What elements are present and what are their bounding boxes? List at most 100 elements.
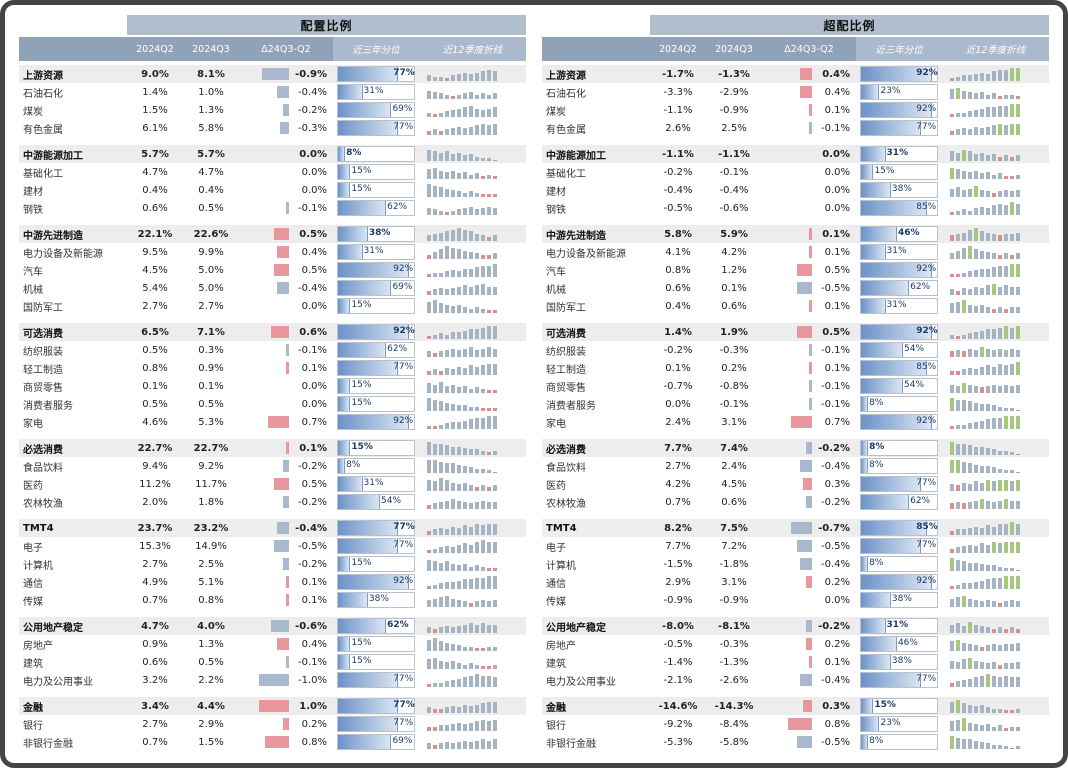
value-quarter-1: 2.4% [665,416,691,428]
spark-bar [469,126,473,135]
spark-bar [1010,254,1014,259]
table-row-group: 可选消费 6.5% 7.1% 0.6% 92% [19,323,526,341]
spark-bar [1004,601,1008,607]
spark-bar [956,250,960,259]
spark-bar [1010,726,1014,731]
percentile-cell: 62% [860,280,938,296]
spark-bar [457,94,461,99]
percentile-value: 85% [916,202,937,212]
delta-bar-zone [239,228,289,240]
panel-title-row: 配置比例 [19,15,526,35]
spark-bar [998,468,1002,473]
spark-bar [463,482,467,491]
industry-name: 汽车 [546,266,566,278]
spark-bar [463,664,467,669]
spark-bar [487,486,491,491]
spark-bar [433,682,437,687]
spark-bar [992,329,996,339]
percentile-bar [338,121,398,135]
spark-bar [445,445,449,455]
spark-bar [968,463,972,473]
industry-name: 钢铁 [546,204,566,216]
spark-bar [451,306,455,313]
spark-bar [475,329,479,339]
spark-bar [1004,125,1008,135]
spark-bar [475,468,479,473]
value-quarter-1: -0.2% [663,344,693,356]
table-row: 国防军工 2.7% 2.7% 0.0% 15% [19,297,526,315]
group-separator [19,315,526,323]
spark-bar [962,739,966,749]
percentile-bar [861,735,869,749]
spark-bar [962,561,966,571]
percentile-cell: 77% [337,120,415,136]
spark-bar [493,568,497,571]
sparkline [942,378,1049,394]
delta-bar [809,228,812,240]
spark-bar [950,682,954,687]
percentile-bar [861,593,891,607]
spark-bar [475,449,479,455]
percentile-value: 8% [869,460,884,470]
spark-bar [439,76,443,81]
spark-bar [451,110,455,117]
delta-bar-zone [762,718,812,730]
sparkline [942,66,1049,82]
spark-bar [481,566,485,571]
value-quarter-2: 11.7% [195,478,227,490]
spark-bar [1010,541,1014,553]
spark-bar [974,74,978,81]
value-quarter-1: -1.5% [663,558,693,570]
percentile-bar [861,575,932,589]
table-row: 传媒 -0.9% -0.9% 0.0% 38% [542,591,1049,609]
column-header-spark: 近12季度折线 [419,37,526,61]
delta-value: -1.0% [297,674,327,686]
spark-bar [481,540,485,553]
spark-bar [493,93,497,99]
percentile-cell: 31% [860,244,938,260]
spark-bar [427,726,431,731]
spark-bar [439,708,443,713]
delta-value: 0.1% [299,442,327,454]
spark-bar [469,206,473,215]
value-quarter-2: 0.4% [198,184,224,196]
delta-cell: -0.5% [239,537,333,555]
percentile-value: 15% [351,442,373,452]
spark-bar [956,597,960,607]
delta-cell: 0.3% [762,475,856,493]
spark-bar [457,108,461,117]
spark-bar [962,351,966,357]
sparkline [942,396,1049,412]
spark-bar [445,289,449,295]
spark-bar [998,203,1002,215]
sparkline [942,672,1049,688]
spark-bar [956,681,960,687]
sparkline [419,396,526,412]
percentile-cell: 15% [337,298,415,314]
spark-bar [986,663,990,669]
spark-bar [487,236,491,241]
table-row: 钢铁 0.6% 0.5% -0.1% 62% [19,199,526,217]
delta-bar-zone [762,416,812,428]
value-quarter-2: 7.1% [197,326,225,338]
spark-bar [1010,677,1014,687]
value-quarter-2: 1.0% [198,86,224,98]
table-row: 银行 -9.2% -8.4% 0.8% 23% [542,715,1049,733]
spark-bar [493,664,497,669]
spark-bar [475,366,479,375]
table-row: 建筑 -1.4% -1.3% 0.1% 38% [542,653,1049,671]
spark-bar [439,249,443,259]
spark-bar [487,286,491,295]
delta-bar-zone [762,264,812,276]
spark-bar [980,128,984,135]
percentile-value: 92% [916,264,937,274]
spark-bar [1010,156,1014,161]
spark-bar [1010,191,1014,197]
percentile-value: 77% [393,122,414,132]
spark-bar [481,283,485,295]
spark-bar [974,624,978,633]
value-quarter-2: 5.3% [198,416,224,428]
delta-value: 0.2% [824,638,850,650]
percentile-cell: 38% [860,654,938,670]
spark-bar [986,525,990,535]
